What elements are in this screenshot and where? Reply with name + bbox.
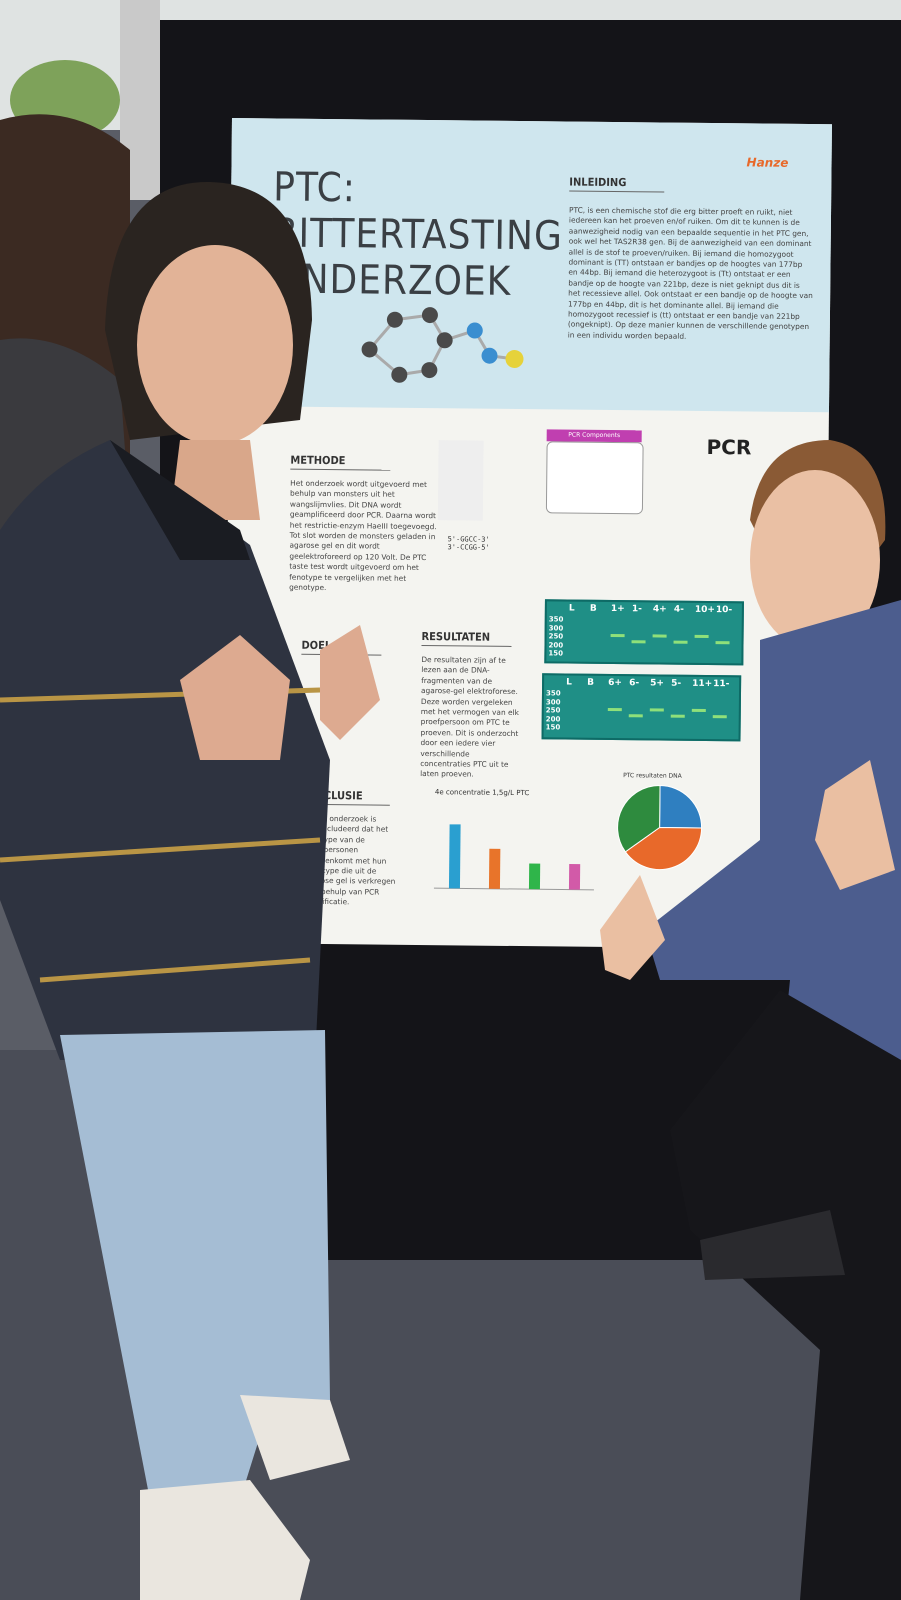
pie-slice	[624, 827, 703, 870]
left-collar	[110, 440, 250, 560]
left-shoe-2	[240, 1395, 350, 1480]
right-face	[750, 470, 880, 650]
bar	[528, 863, 541, 890]
right-shoe	[700, 1210, 845, 1280]
left-sweater	[0, 440, 330, 1060]
left-shoe	[140, 1480, 310, 1600]
bar-chart	[433, 824, 594, 891]
right-shirt	[645, 600, 901, 1085]
bar-axis	[433, 887, 594, 891]
bar	[568, 863, 581, 890]
molecule	[361, 307, 524, 383]
left-jeans	[60, 1030, 330, 1500]
right-hand	[600, 875, 665, 980]
pie-chart	[617, 785, 703, 870]
pie-slice	[617, 785, 661, 853]
right-pants	[670, 990, 901, 1600]
left-face	[137, 245, 293, 445]
pie-slice	[659, 785, 703, 829]
bar	[488, 848, 501, 889]
poster: Hanze PTC: BITTERTASTING ONDERZOEK INLEI…	[223, 118, 832, 950]
right-hand-2	[815, 760, 895, 890]
left-hand-2	[320, 625, 380, 740]
bar	[448, 824, 461, 889]
left-hand	[180, 635, 290, 760]
